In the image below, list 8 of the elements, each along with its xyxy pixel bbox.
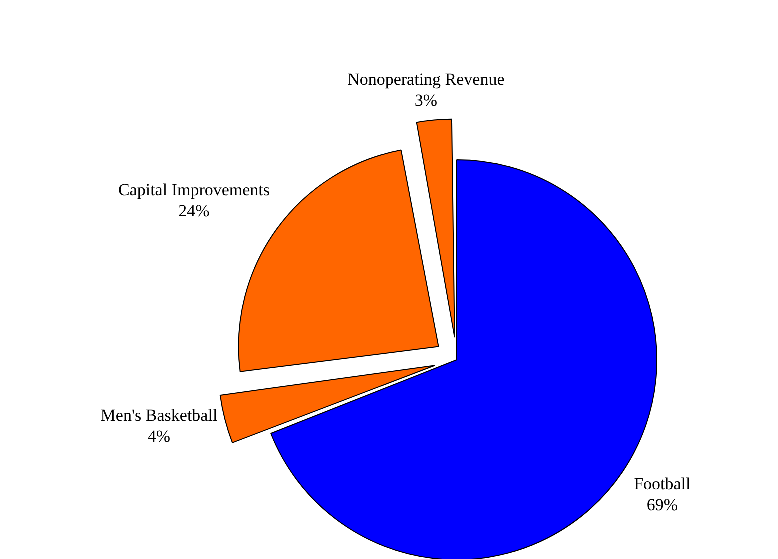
data-label: 4% — [148, 427, 171, 446]
slice-label: Capital Improvements — [118, 180, 270, 200]
data-label: 3% — [414, 91, 438, 110]
slice-label: Football — [634, 474, 692, 494]
data-label: 69% — [646, 495, 678, 514]
slice-label: Nonoperating Revenue — [348, 70, 505, 90]
data-label: 24% — [178, 201, 210, 220]
slice-label: Men's Basketball — [100, 406, 218, 426]
